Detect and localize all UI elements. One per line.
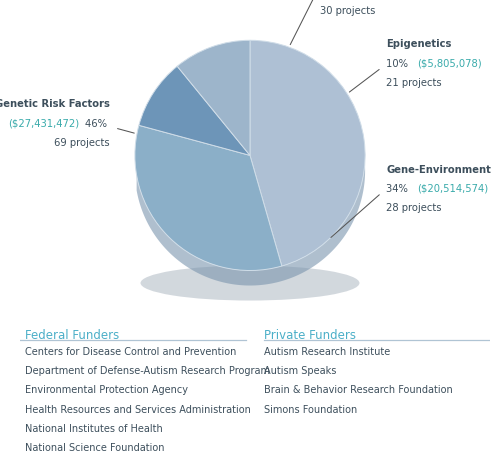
Text: ($20,514,574): ($20,514,574) [418, 184, 488, 194]
Ellipse shape [140, 266, 360, 301]
Text: Epigenetics: Epigenetics [386, 39, 452, 49]
Text: 34%: 34% [386, 184, 411, 194]
PathPatch shape [136, 146, 365, 286]
Wedge shape [250, 41, 365, 266]
Text: Genetic Risk Factors: Genetic Risk Factors [0, 99, 110, 109]
Wedge shape [135, 126, 282, 271]
Text: Autism Speaks: Autism Speaks [264, 365, 337, 375]
Text: Simons Foundation: Simons Foundation [264, 404, 358, 414]
Text: Autism Research Institute: Autism Research Institute [264, 346, 390, 356]
Text: 10%: 10% [386, 59, 411, 69]
Text: 30 projects: 30 projects [320, 6, 376, 16]
Text: Health Resources and Services Administration: Health Resources and Services Administra… [24, 404, 250, 414]
Text: 28 projects: 28 projects [386, 203, 442, 213]
Wedge shape [139, 67, 250, 156]
Text: Brain & Behavior Research Foundation: Brain & Behavior Research Foundation [264, 385, 453, 395]
Text: National Science Foundation: National Science Foundation [24, 442, 164, 453]
Text: Federal Funders: Federal Funders [24, 328, 119, 341]
Text: 21 projects: 21 projects [386, 78, 442, 88]
Text: 46%: 46% [84, 118, 110, 129]
Text: Centers for Disease Control and Prevention: Centers for Disease Control and Preventi… [24, 346, 236, 356]
Wedge shape [177, 41, 250, 156]
Text: ($5,805,078): ($5,805,078) [418, 59, 482, 69]
Text: Private Funders: Private Funders [264, 328, 356, 341]
Text: ($27,431,472): ($27,431,472) [8, 118, 79, 129]
Text: Environmental Protection Agency: Environmental Protection Agency [24, 385, 188, 395]
Text: Department of Defense-Autism Research Program: Department of Defense-Autism Research Pr… [24, 365, 270, 375]
Text: 69 projects: 69 projects [54, 138, 110, 148]
Text: Gene-Environment: Gene-Environment [386, 164, 492, 174]
Text: National Institutes of Health: National Institutes of Health [24, 423, 162, 433]
